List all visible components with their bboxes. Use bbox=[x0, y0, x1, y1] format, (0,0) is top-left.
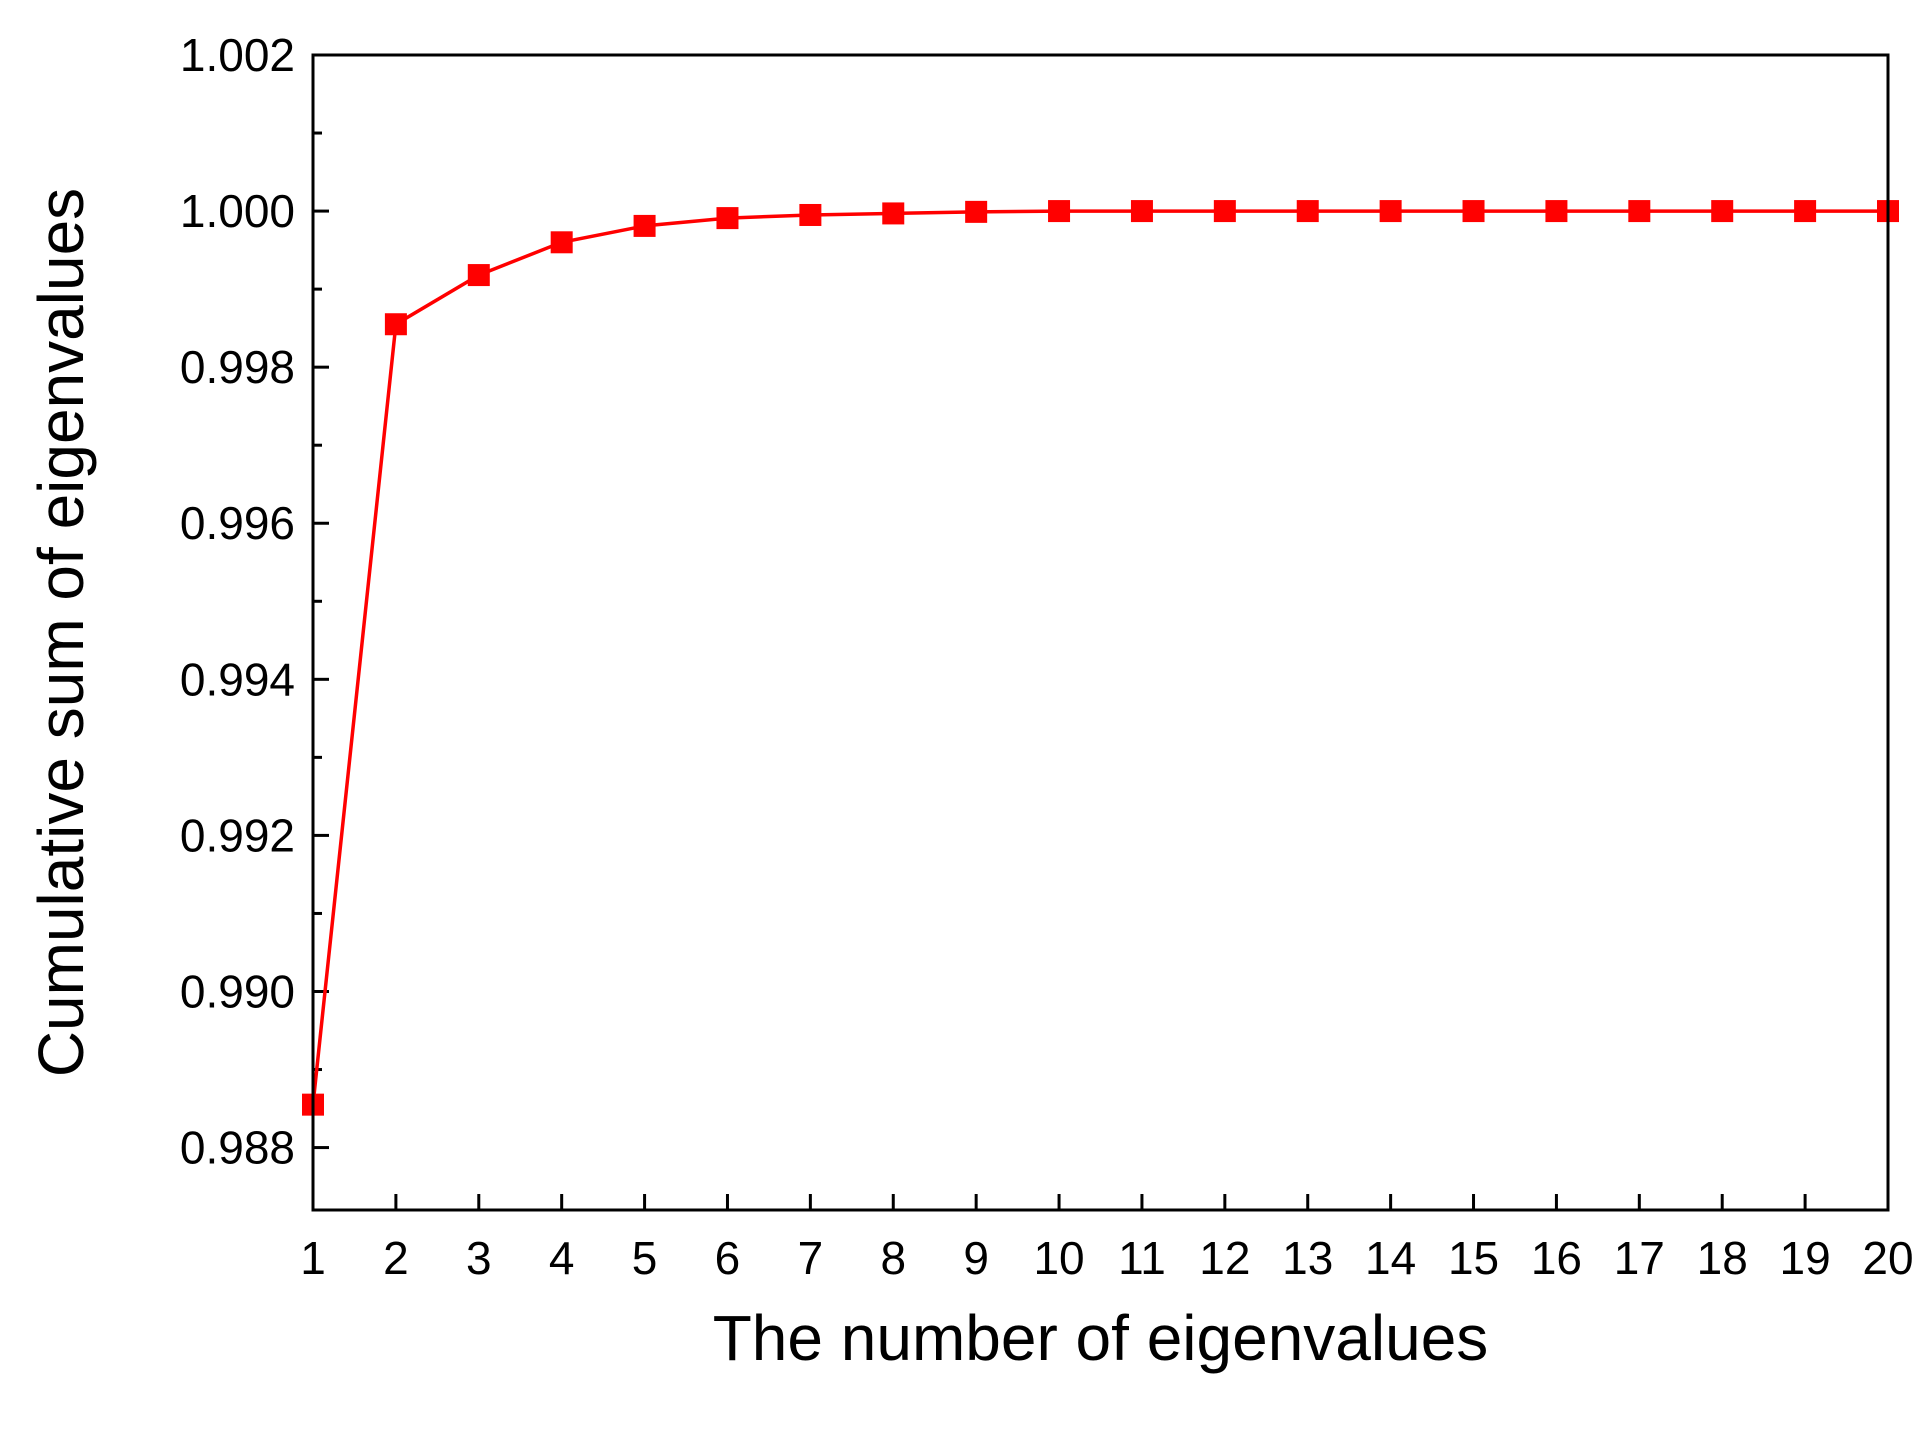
data-point-16 bbox=[1545, 200, 1568, 223]
x-tick-label: 19 bbox=[1780, 1232, 1831, 1284]
x-tick-label: 20 bbox=[1862, 1232, 1913, 1284]
x-tick-label: 2 bbox=[383, 1232, 409, 1284]
data-point-13 bbox=[1296, 200, 1319, 223]
y-tick-label: 0.990 bbox=[180, 965, 295, 1017]
data-point-19 bbox=[1794, 200, 1817, 223]
data-point-2 bbox=[384, 313, 407, 336]
x-tick-label: 16 bbox=[1531, 1232, 1582, 1284]
x-tick-label: 3 bbox=[466, 1232, 492, 1284]
data-point-12 bbox=[1213, 200, 1236, 223]
data-point-10 bbox=[1048, 200, 1071, 223]
plot-frame bbox=[311, 53, 1890, 1212]
data-point-6 bbox=[716, 207, 739, 230]
data-point-15 bbox=[1462, 200, 1485, 223]
x-axis-title: The number of eigenvalues bbox=[713, 1302, 1489, 1374]
data-point-3 bbox=[467, 264, 490, 287]
data-point-14 bbox=[1379, 200, 1402, 223]
data-point-17 bbox=[1628, 200, 1651, 223]
x-tick-label: 6 bbox=[715, 1232, 741, 1284]
y-axis-title: Cumulative sum of eigenvalues bbox=[25, 188, 97, 1077]
y-tick-label: 0.992 bbox=[180, 809, 295, 861]
x-tick-label: 4 bbox=[549, 1232, 575, 1284]
data-point-18 bbox=[1711, 200, 1734, 223]
y-tick-label: 0.988 bbox=[180, 1122, 295, 1174]
x-tick-label: 10 bbox=[1033, 1232, 1084, 1284]
data-point-8 bbox=[882, 202, 905, 225]
y-tick-label: 1.002 bbox=[180, 29, 295, 81]
x-tick-label: 9 bbox=[963, 1232, 989, 1284]
x-tick-label: 18 bbox=[1697, 1232, 1748, 1284]
x-tick-label: 17 bbox=[1614, 1232, 1665, 1284]
x-tick-label: 11 bbox=[1118, 1232, 1166, 1284]
x-tick-label: 13 bbox=[1282, 1232, 1333, 1284]
x-axis-tick-labels: 1 2 3 4 5 6 7 8 9 10 11 12 13 14 15 16 17 18 19 20 bbox=[300, 1232, 1913, 1284]
x-tick-label: 8 bbox=[880, 1232, 906, 1284]
series-line bbox=[311, 209, 1888, 1105]
series-layer bbox=[302, 200, 1899, 1116]
x-tick-label: 5 bbox=[632, 1232, 658, 1284]
x-tick-label: 15 bbox=[1448, 1232, 1499, 1284]
y-tick-label: 0.994 bbox=[180, 653, 295, 705]
x-axis-ticks bbox=[311, 1194, 1890, 1210]
y-tick-label: 0.998 bbox=[180, 341, 295, 393]
data-point-7 bbox=[799, 203, 822, 226]
y-tick-label: 1.000 bbox=[180, 185, 295, 237]
x-tick-label: 14 bbox=[1365, 1232, 1416, 1284]
data-point-4 bbox=[550, 231, 573, 254]
x-tick-label: 7 bbox=[798, 1232, 824, 1284]
data-point-11 bbox=[1130, 200, 1153, 223]
y-tick-label: 0.996 bbox=[180, 497, 295, 549]
data-point-9 bbox=[965, 200, 988, 223]
y-axis-tick-labels: 0.988 0.990 0.992 0.994 0.996 0.998 1.000 1.002 bbox=[180, 29, 295, 1174]
x-tick-label: 1 bbox=[300, 1232, 326, 1284]
data-point-5 bbox=[633, 214, 656, 237]
x-tick-label: 12 bbox=[1199, 1232, 1250, 1284]
